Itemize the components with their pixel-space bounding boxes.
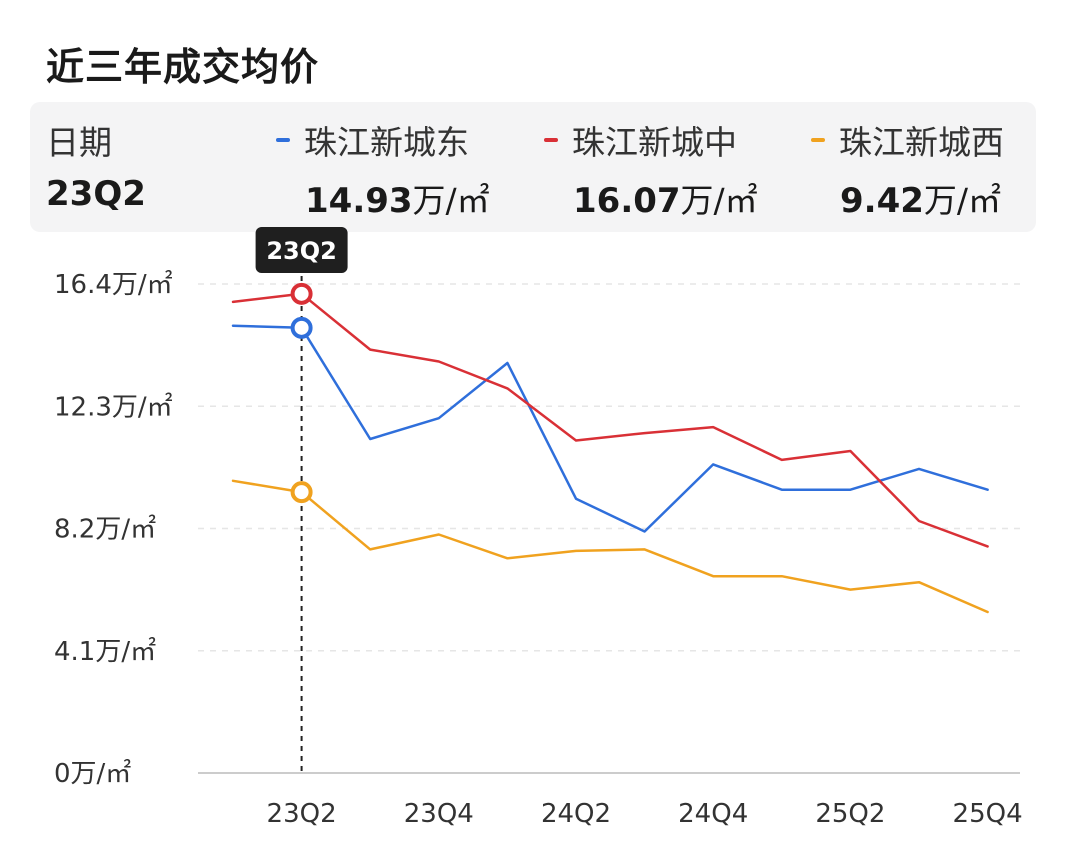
series-line-0[interactable]: [231, 324, 989, 533]
legend-east-label: 珠江新城东: [304, 123, 469, 162]
legend-east-swatch: [276, 138, 290, 142]
series-line-1[interactable]: [231, 292, 989, 548]
info-panel: 日期 23Q2 珠江新城东 14.93万/㎡ 珠江新城中 16.07万/㎡ 珠江…: [30, 102, 1036, 232]
east-unit: 万/㎡: [412, 181, 490, 220]
tooltip-label: 23Q2: [266, 237, 337, 265]
x-tick-label: 23Q4: [404, 799, 474, 829]
highlight-point-0[interactable]: [290, 316, 313, 339]
legend-central-label: 珠江新城中: [572, 123, 737, 162]
legend-central-swatch: [544, 138, 558, 142]
y-tick-label: 16.4万/㎡: [54, 270, 173, 300]
x-tick-label: 24Q2: [541, 799, 611, 829]
west-unit: 万/㎡: [923, 181, 1002, 220]
marker-layer: [290, 282, 313, 504]
y-tick-label: 0万/㎡: [54, 759, 131, 789]
date-label: 日期: [46, 123, 112, 162]
x-tick-label: 24Q4: [678, 799, 748, 829]
y-axis-labels: 16.4万/㎡ 12.3万/㎡ 8.2万/㎡ 4.1万/㎡ 0万/㎡: [54, 270, 173, 789]
y-tick-label: 8.2万/㎡: [54, 515, 156, 545]
central-value: 16.07: [573, 181, 681, 221]
series-layer: [231, 292, 989, 614]
x-tick-label: 23Q2: [267, 799, 337, 829]
legend-west-label: 珠江新城西: [839, 123, 1004, 162]
highlight-point-1[interactable]: [290, 282, 313, 305]
legend-west-swatch: [811, 138, 825, 142]
central-unit: 万/㎡: [680, 181, 758, 220]
tooltip-layer: 23Q2: [255, 227, 348, 273]
y-tick-label: 12.3万/㎡: [54, 392, 173, 422]
x-tick-label: 25Q4: [953, 799, 1023, 829]
east-value: 14.93: [305, 181, 413, 221]
grid-layer: [198, 283, 1020, 774]
tooltip-box: [255, 227, 348, 273]
highlight-point-2[interactable]: [290, 481, 313, 504]
x-tick-label: 25Q2: [815, 799, 885, 829]
chart-title: 近三年成交均价: [46, 45, 320, 89]
y-tick-label: 4.1万/㎡: [54, 637, 156, 667]
date-value: 23Q2: [46, 174, 146, 214]
x-axis-labels: 23Q2 23Q4 24Q2 24Q4 25Q2 25Q4: [267, 799, 1023, 829]
series-line-2[interactable]: [231, 479, 989, 614]
west-value: 9.42: [840, 181, 924, 221]
